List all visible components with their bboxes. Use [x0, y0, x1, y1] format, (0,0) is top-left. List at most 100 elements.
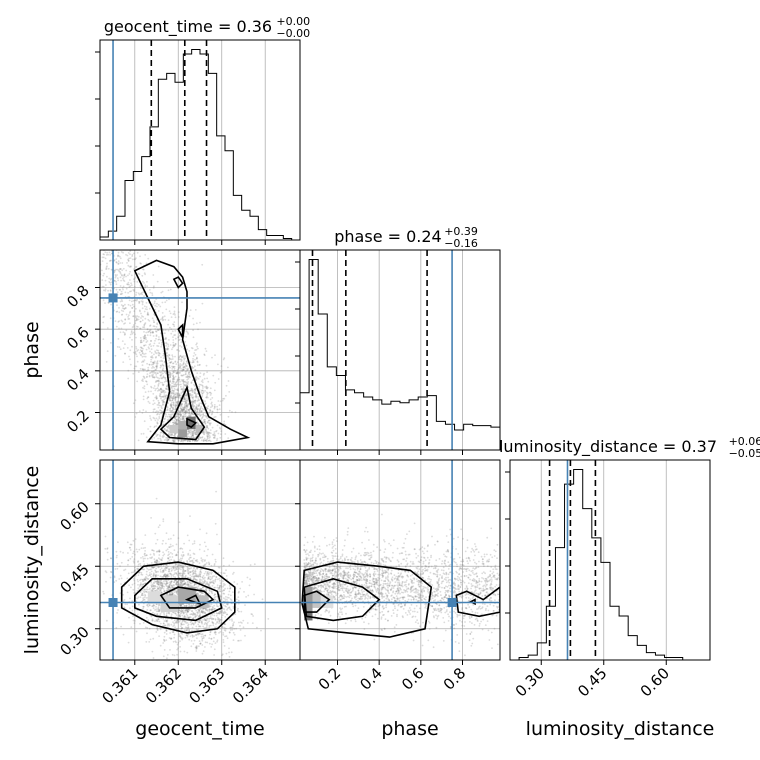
sample-point: [185, 402, 188, 405]
sample-point: [188, 567, 191, 570]
sample-point: [146, 588, 149, 591]
sample-point: [170, 404, 173, 407]
sample-point: [176, 566, 179, 568]
sample-point: [232, 639, 235, 641]
sample-point: [95, 274, 97, 276]
sample-point: [155, 387, 157, 390]
sample-point: [172, 385, 175, 388]
sample-point: [159, 360, 162, 362]
sample-point: [214, 580, 217, 583]
sample-point: [165, 352, 168, 355]
sample-point: [175, 381, 178, 383]
sample-point: [171, 397, 174, 400]
sample-point: [160, 345, 163, 348]
sample-point: [188, 567, 190, 570]
sample-point: [117, 279, 120, 282]
sample-point: [182, 417, 185, 420]
sample-point: [225, 667, 227, 669]
sample-point: [202, 439, 205, 442]
sample-point: [221, 625, 224, 628]
sample-point: [186, 362, 189, 364]
sample-point: [182, 357, 185, 359]
sample-point: [233, 627, 236, 630]
sample-point: [186, 404, 188, 407]
sample-point: [186, 560, 189, 562]
sample-point: [195, 628, 198, 630]
sample-point: [172, 341, 175, 344]
sample-point: [119, 293, 122, 296]
sample-point: [226, 608, 228, 611]
sample-point: [184, 410, 187, 413]
sample-point: [169, 399, 172, 401]
sample-point: [130, 290, 133, 293]
sample-point: [146, 308, 148, 311]
sample-point: [164, 378, 167, 381]
sample-point: [198, 610, 201, 612]
sample-point: [108, 251, 111, 254]
sample-point: [228, 606, 231, 609]
sample-point: [133, 252, 135, 255]
sample-point: [215, 490, 218, 493]
sample-point: [135, 325, 138, 328]
sample-point: [143, 359, 146, 361]
sample-point: [162, 389, 165, 392]
sample-point: [181, 610, 184, 612]
sample-point: [167, 557, 169, 559]
sample-point: [119, 574, 122, 577]
sample-point: [169, 372, 172, 375]
sample-point: [207, 577, 210, 579]
sample-point: [224, 587, 227, 590]
sample-point: [185, 400, 188, 403]
sample-point: [152, 587, 155, 590]
sample-point: [182, 573, 185, 576]
sample-point: [135, 291, 138, 294]
sample-point: [146, 666, 148, 668]
sample-point: [176, 412, 179, 415]
sample-point: [179, 355, 182, 357]
sample-point: [172, 375, 175, 378]
sample-point: [168, 559, 171, 562]
sample-point: [187, 375, 190, 378]
sample-point: [131, 600, 134, 603]
sample-point: [179, 615, 182, 618]
sample-point: [161, 582, 164, 585]
sample-point: [152, 408, 155, 411]
sample-point: [206, 583, 209, 586]
sample-point: [162, 435, 165, 437]
sample-point: [174, 422, 177, 425]
sample-point: [154, 574, 157, 577]
sample-point: [172, 421, 175, 424]
sample-point: [152, 403, 155, 406]
sample-point: [136, 380, 139, 383]
sample-point: [175, 418, 178, 421]
sample-point: [207, 420, 210, 422]
sample-point: [169, 383, 172, 386]
sample-point: [152, 393, 155, 395]
sample-point: [181, 623, 184, 626]
sample-point: [194, 400, 197, 403]
sample-point: [174, 396, 177, 399]
sample-point: [173, 397, 175, 400]
sample-point: [129, 285, 132, 287]
sample-point: [179, 583, 182, 586]
sample-point: [211, 412, 214, 415]
sample-point: [189, 440, 192, 443]
sample-point: [133, 277, 136, 280]
sample-point: [211, 404, 214, 406]
sample-point: [186, 435, 189, 438]
sample-point: [166, 581, 168, 583]
sample-point: [192, 357, 194, 360]
sample-point: [177, 388, 179, 390]
sample-point: [170, 434, 173, 436]
sample-point: [183, 409, 186, 411]
sample-point: [183, 620, 186, 623]
sample-point: [178, 614, 181, 617]
sample-point: [220, 430, 223, 433]
sample-point: [135, 630, 138, 633]
sample-point: [219, 371, 222, 374]
sample-point: [166, 408, 169, 411]
sample-point: [132, 289, 135, 291]
y-tick-label: 0.6: [63, 323, 93, 353]
sample-point: [183, 366, 186, 369]
sample-point: [194, 622, 197, 624]
